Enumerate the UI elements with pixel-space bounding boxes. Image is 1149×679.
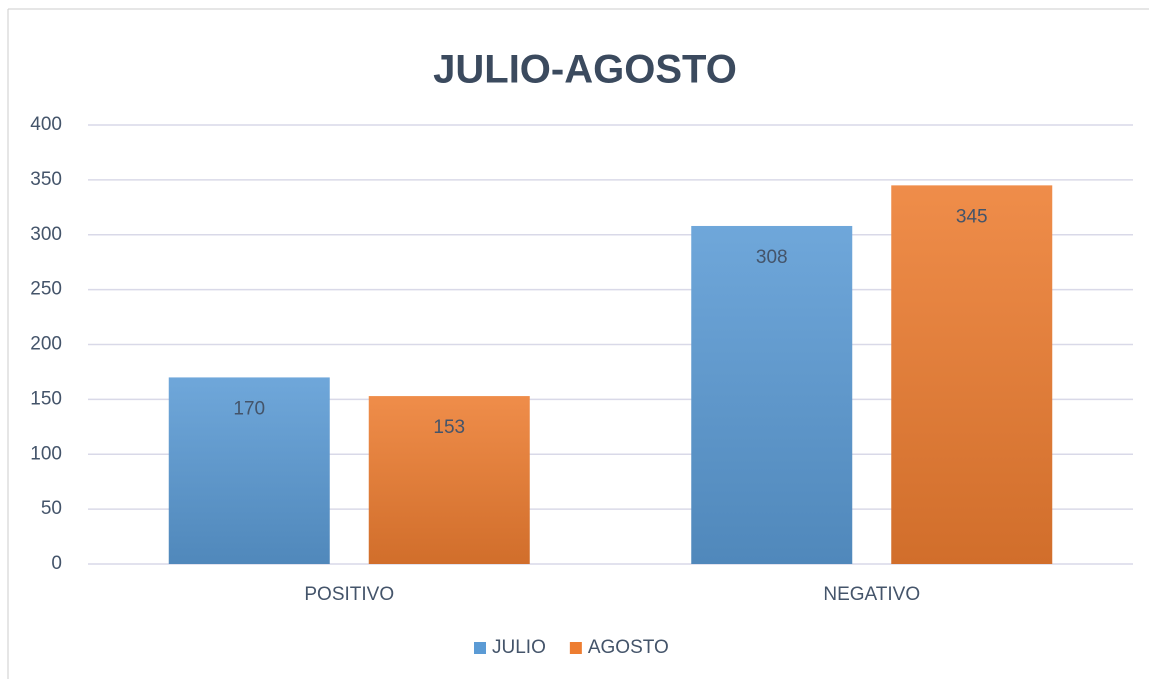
y-tick-label: 100 [30, 443, 62, 464]
data-label: 170 [233, 398, 265, 419]
y-tick-label: 150 [30, 388, 62, 409]
data-label: 153 [433, 417, 465, 438]
x-tick-label: POSITIVO [304, 584, 394, 605]
y-tick-label: 0 [51, 553, 62, 574]
bar [891, 185, 1053, 565]
legend-swatch [474, 642, 486, 654]
y-tick-label: 50 [41, 498, 62, 519]
bar [691, 225, 853, 564]
legend-label: AGOSTO [588, 637, 669, 658]
data-label: 345 [956, 206, 988, 227]
y-tick-label: 350 [30, 169, 62, 190]
chart-title: JULIO-AGOSTO [433, 48, 737, 92]
legend-swatch [569, 642, 582, 654]
y-tick-label: 400 [30, 114, 62, 135]
bar [168, 377, 330, 564]
bar [368, 396, 530, 564]
data-label: 308 [756, 247, 788, 268]
legend-label: JULIO [492, 637, 546, 658]
y-tick-label: 300 [30, 224, 62, 245]
y-tick-label: 250 [30, 279, 62, 300]
x-tick-label: NEGATIVO [823, 584, 920, 605]
y-tick-label: 200 [30, 334, 62, 355]
